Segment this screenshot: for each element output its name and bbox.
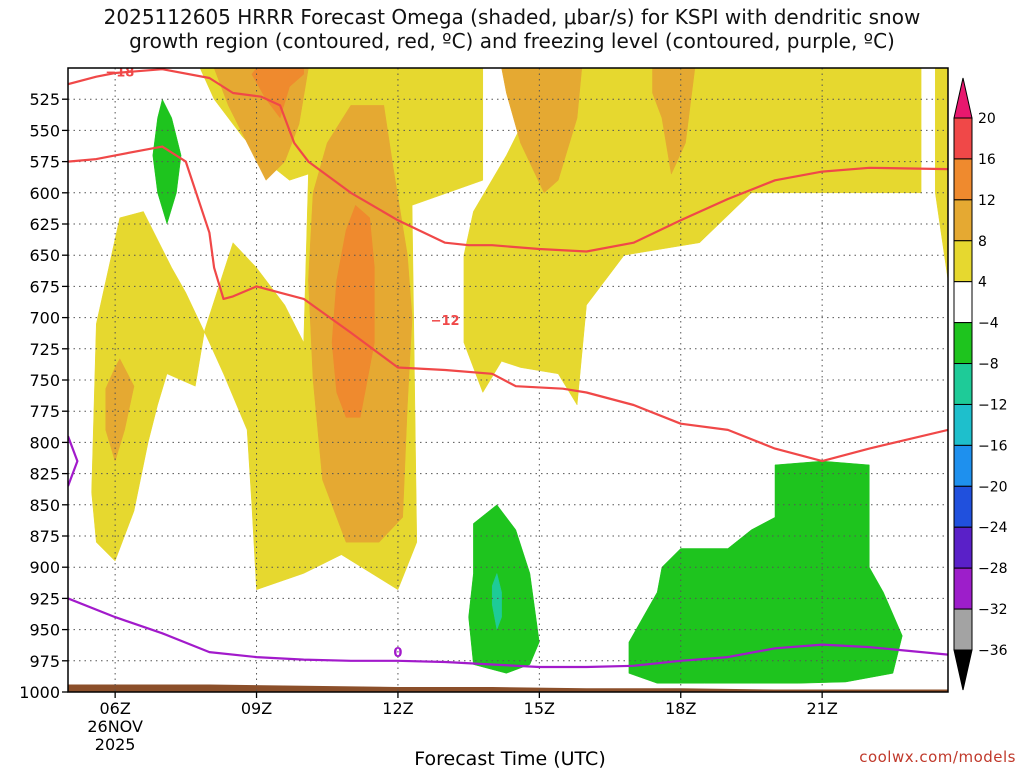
chart-title-line-2: growth region (contoured, red, ºC) and f… [129,29,895,53]
colorbar-segment-9 [953,444,973,487]
terrain [68,684,948,692]
x-tick-label-06Z: 06Z [99,699,130,718]
y-tick-label-525: 525 [29,90,60,109]
x-tick-label-21Z: 21Z [806,699,837,718]
freezing-level-0-label: 0 [393,646,402,661]
colorbar-label-5: −4 [978,316,999,332]
contour-lines: −18 −12 0 [68,66,948,669]
y-tick-label-900: 900 [29,558,60,577]
colorbar-segment-11 [953,526,973,569]
chart-title-line-1: 2025112605 HRRR Forecast Omega (shaded, … [104,5,921,29]
dgz-minus12-label: −12 [431,314,460,329]
colorbar-bottom-arrow [953,649,973,691]
grid-lines [68,68,948,692]
omega-pos-12-16-region-2 [331,204,375,418]
y-tick-label-600: 600 [29,184,60,203]
freezing-level-0-line [68,597,948,669]
y-axis: 525 550 575 600 625 650 675 700 725 750 775 800 825 8… [19,90,68,702]
colorbar-label-4: 4 [978,275,987,291]
y-tick-label-725: 725 [29,340,60,359]
colorbar-label-12: −32 [978,602,1008,618]
y-tick-label-575: 575 [29,153,60,172]
colorbar-segment-2 [953,158,973,201]
omega-pos-4-8-region-3 [935,68,948,281]
omega-neg-4-8-region-2 [468,504,540,674]
y-tick-label-550: 550 [29,121,60,140]
plot-area [68,68,948,692]
x-tick-label-15Z: 15Z [524,699,555,718]
dgz-minus12-line [68,145,948,463]
y-tick-label-625: 625 [29,215,60,234]
dgz-minus18-label: −18 [105,66,134,81]
y-tick-label-700: 700 [29,309,60,328]
colorbar-label-11: −28 [978,561,1008,577]
y-tick-label-925: 925 [29,589,60,608]
y-tick-label-775: 775 [29,402,60,421]
colorbar-segment-7 [953,363,973,405]
y-tick-label-875: 875 [29,527,60,546]
colorbar-label-10: −24 [978,520,1008,536]
colorbar-label-2: 12 [978,193,996,209]
x-date-line-2: 2025 [95,735,136,754]
colorbar-segment-8 [953,403,973,446]
colorbar-label-6: −8 [978,357,999,373]
x-tick-label-12Z: 12Z [382,699,413,718]
colorbar-label-9: −20 [978,479,1008,495]
y-tick-label-675: 675 [29,277,60,296]
colorbar-segment-3 [953,199,973,242]
colorbar-label-8: −16 [978,438,1008,454]
omega-pos-8-12-region-3 [105,358,135,462]
freezing-level-edge-line [68,435,79,487]
x-axis-label: Forecast Time (UTC) [414,748,605,768]
colorbar-label-13: −36 [978,643,1008,659]
colorbar-segment-4 [953,240,973,283]
colorbar-segment-10 [953,485,973,528]
colorbar-segment-5 [953,281,973,324]
colorbar-label-3: 8 [978,234,987,250]
y-tick-label-975: 975 [29,652,60,671]
omega-pos-8-12-region-5 [652,68,696,175]
colorbar-segment-12 [953,567,973,610]
x-tick-label-18Z: 18Z [665,699,696,718]
y-tick-label-850: 850 [29,496,60,515]
y-tick-label-825: 825 [29,465,60,484]
dgz-minus18-line [68,68,948,253]
source-watermark: coolwx.com/models [859,748,1016,766]
colorbar-segment-6 [953,322,973,365]
y-tick-label-650: 650 [29,246,60,265]
x-tick-label-09Z: 09Z [241,699,272,718]
y-tick-label-950: 950 [29,621,60,640]
colorbar-label-7: −12 [978,397,1008,413]
colorbar-label-1: 16 [978,152,996,168]
omega-neg-8-12-region-1 [491,572,502,631]
y-tick-label-750: 750 [29,371,60,390]
colorbar-label-0: 20 [978,111,996,127]
y-tick-label-800: 800 [29,433,60,452]
colorbar-top-arrow [953,77,973,119]
y-tick-label-1000: 1000 [19,683,60,702]
colorbar-segment-1 [953,117,973,160]
x-date-line-1: 26NOV [87,717,143,736]
omega-neg-4-8-region-3 [628,460,903,684]
omega-pos-12-16-region-1 [251,68,304,119]
colorbar-segment-13 [953,608,973,651]
colorbar: 20 16 12 8 4 −4 −8 −12 −16 −20 −24 −28 −32 −36 [953,77,1008,691]
